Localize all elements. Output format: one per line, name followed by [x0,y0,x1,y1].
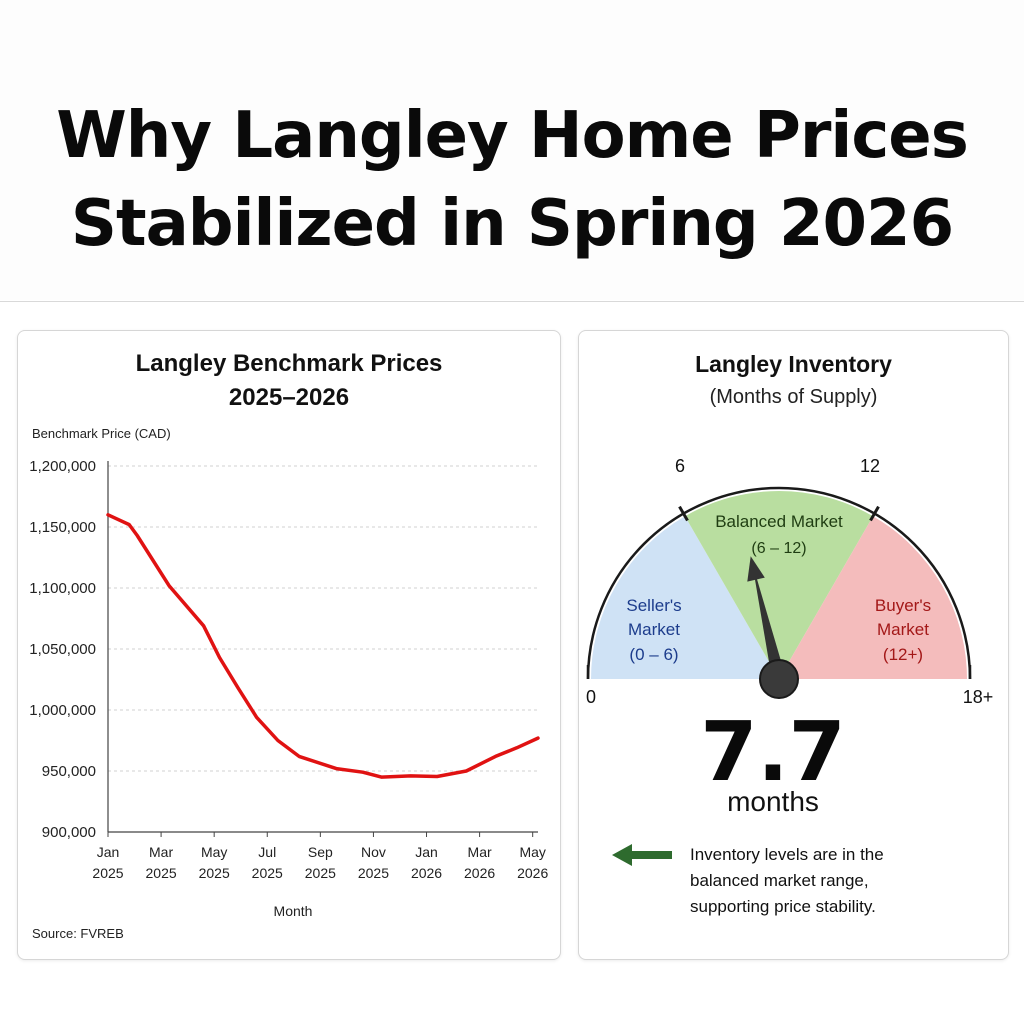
x-tick-label-year: 2026 [517,865,548,881]
x-tick-label-year: 2025 [305,865,336,881]
x-tick-label-month: Jul [258,844,276,860]
y-tick-label: 900,000 [42,824,96,841]
inventory-title: Langley Inventory [695,351,892,377]
x-tick-label-year: 2026 [411,865,442,881]
x-tick-label-month: Mar [468,844,492,860]
inventory-note: Inventory levels are in the balanced mar… [690,842,990,920]
y-tick-label: 1,150,000 [29,519,96,536]
x-tick-label-month: Nov [361,844,386,860]
inventory-value-unit: months [727,786,819,817]
y-tick-label: 1,200,000 [29,458,96,475]
page-title-line1: Why Langley Home Prices [56,99,969,173]
price-chart-title: Langley Benchmark Prices 2025–2026 [18,347,560,415]
price-line-chart: 1,200,000 1,150,000 1,100,000 1,050,000 1,00… [29,458,548,881]
x-axis-label: Month [273,903,313,919]
x-tick-label-month: May [201,844,227,860]
x-tick-label-year: 2026 [464,865,495,881]
price-chart-title-line1: Langley Benchmark Prices [135,350,443,377]
inventory-note-line2: balanced market range, [690,871,869,890]
inventory-value: 7.7 [700,705,846,800]
x-tick-label-year: 2025 [146,865,177,881]
price-series-line [106,513,540,779]
source-note: Source: FVREB [32,926,124,941]
x-tick-label-year: 2025 [199,865,230,881]
y-tick-label: 1,100,000 [29,580,96,597]
x-tick-label-month: May [519,844,545,860]
x-tick-label-month: Jan [97,844,120,860]
y-tick-label: 1,000,000 [29,702,96,719]
x-tick-label-year: 2025 [92,865,123,881]
price-chart-panel: Langley Benchmark Prices 2025–2026 Bench… [17,330,561,960]
x-tick-label-year: 2025 [358,865,389,881]
price-chart-title-line2: 2025–2026 [228,384,350,411]
x-tick-label-month: Mar [149,844,173,860]
x-tick-label-month: Jan [415,844,438,860]
x-tick-label-year: 2025 [252,865,283,881]
y-tick-label: 1,050,000 [29,641,96,658]
y-tick-label: 950,000 [42,763,96,780]
title-divider [0,301,1024,302]
inventory-subtitle: (Months of Supply) [709,386,878,408]
x-tick-label-month: Sep [308,844,333,860]
y-axis-label: Benchmark Price (CAD) [32,426,171,441]
page-title-line2: Stabilized in Spring 2026 [70,187,954,261]
page-title: Why Langley Home Prices Stabilized in Sp… [0,92,1024,268]
title-area: Why Langley Home Prices Stabilized in Sp… [0,0,1024,300]
inventory-note-line1: Inventory levels are in the [690,845,884,864]
inventory-note-line3: supporting price stability. [690,897,876,916]
